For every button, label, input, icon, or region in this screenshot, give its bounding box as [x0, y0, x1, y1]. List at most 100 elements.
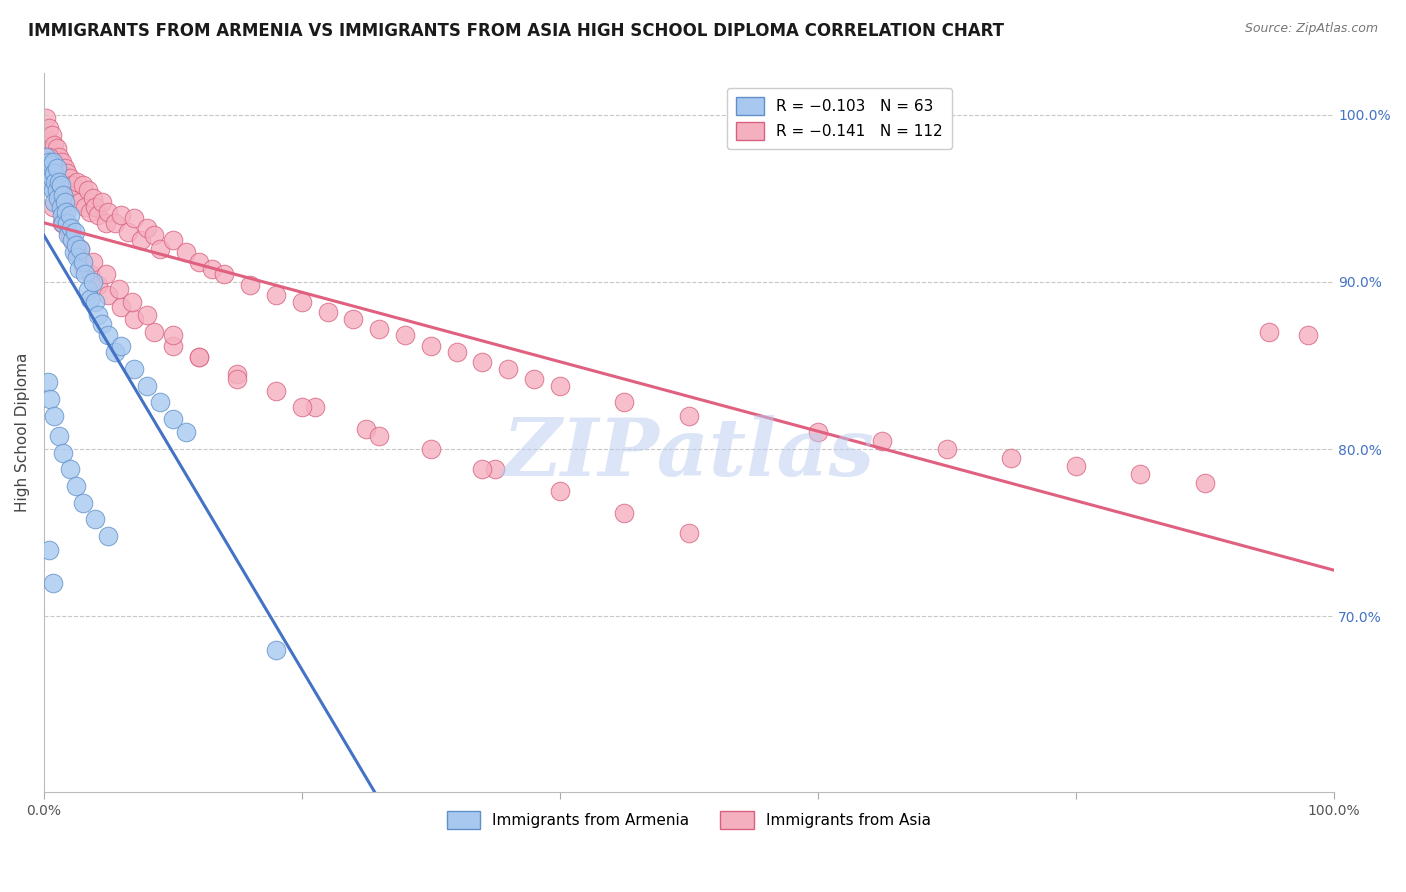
Point: [38, 150, 60, 164]
Point: [76, 284, 98, 298]
Point: [48, 150, 70, 164]
Point: [41, 158, 63, 172]
Point: [48, 429, 70, 443]
Point: [97, 288, 120, 302]
Point: [94, 267, 117, 281]
Point: [44, 137, 66, 152]
Point: [870, 434, 893, 448]
Point: [142, 228, 165, 243]
Point: [69, 242, 91, 256]
Point: [110, 338, 132, 352]
Point: [226, 367, 249, 381]
Point: [72, 255, 94, 269]
Text: Source: ZipAtlas.com: Source: ZipAtlas.com: [1244, 22, 1378, 36]
Point: [35, 111, 58, 125]
Point: [51, 208, 73, 222]
Point: [41, 171, 63, 186]
Point: [200, 261, 222, 276]
Point: [121, 295, 143, 310]
Point: [39, 392, 62, 406]
Point: [35, 150, 58, 164]
Point: [548, 378, 571, 392]
Point: [38, 154, 60, 169]
Point: [66, 250, 89, 264]
Point: [82, 255, 104, 269]
Point: [110, 300, 132, 314]
Point: [67, 261, 90, 276]
Point: [69, 242, 91, 256]
Point: [53, 161, 76, 176]
Point: [37, 161, 59, 176]
Point: [42, 200, 65, 214]
Point: [368, 322, 391, 336]
Point: [1000, 450, 1022, 465]
Point: [44, 166, 66, 180]
Point: [419, 338, 441, 352]
Point: [41, 161, 63, 176]
Point: [49, 178, 72, 192]
Point: [37, 133, 59, 147]
Point: [49, 166, 72, 180]
Text: IMMIGRANTS FROM ARMENIA VS IMMIGRANTS FROM ASIA HIGH SCHOOL DIPLOMA CORRELATION : IMMIGRANTS FROM ARMENIA VS IMMIGRANTS FR…: [28, 22, 1004, 40]
Point: [97, 204, 120, 219]
Point: [136, 378, 159, 392]
Point: [419, 442, 441, 457]
Point: [117, 225, 139, 239]
Point: [1064, 458, 1087, 473]
Point: [39, 178, 62, 192]
Point: [548, 483, 571, 498]
Point: [291, 401, 314, 415]
Point: [42, 183, 65, 197]
Point: [66, 244, 89, 259]
Point: [142, 325, 165, 339]
Point: [79, 292, 101, 306]
Y-axis label: High School Diploma: High School Diploma: [15, 352, 30, 512]
Point: [65, 479, 87, 493]
Point: [59, 208, 82, 222]
Point: [136, 309, 159, 323]
Point: [38, 542, 60, 557]
Point: [45, 183, 67, 197]
Point: [52, 208, 75, 222]
Point: [496, 362, 519, 376]
Point: [136, 221, 159, 235]
Point: [394, 328, 416, 343]
Point: [84, 295, 107, 310]
Point: [42, 154, 65, 169]
Point: [53, 194, 76, 209]
Point: [51, 154, 73, 169]
Point: [97, 328, 120, 343]
Point: [935, 442, 957, 457]
Point: [613, 395, 636, 409]
Point: [60, 178, 83, 192]
Point: [226, 372, 249, 386]
Point: [45, 183, 67, 197]
Point: [58, 183, 80, 197]
Point: [44, 158, 66, 172]
Point: [122, 311, 145, 326]
Point: [59, 221, 82, 235]
Point: [104, 345, 127, 359]
Point: [187, 350, 209, 364]
Point: [65, 238, 87, 252]
Point: [48, 175, 70, 189]
Point: [79, 267, 101, 281]
Point: [162, 412, 184, 426]
Point: [76, 183, 98, 197]
Point: [149, 242, 172, 256]
Point: [214, 267, 236, 281]
Point: [59, 228, 82, 243]
Point: [1258, 325, 1281, 339]
Point: [44, 171, 66, 186]
Point: [52, 188, 75, 202]
Point: [69, 194, 91, 209]
Point: [162, 328, 184, 343]
Point: [82, 275, 104, 289]
Point: [471, 355, 494, 369]
Text: ZIPatlas: ZIPatlas: [502, 416, 875, 492]
Point: [356, 422, 378, 436]
Point: [368, 429, 391, 443]
Point: [46, 191, 69, 205]
Point: [49, 200, 72, 214]
Point: [162, 233, 184, 247]
